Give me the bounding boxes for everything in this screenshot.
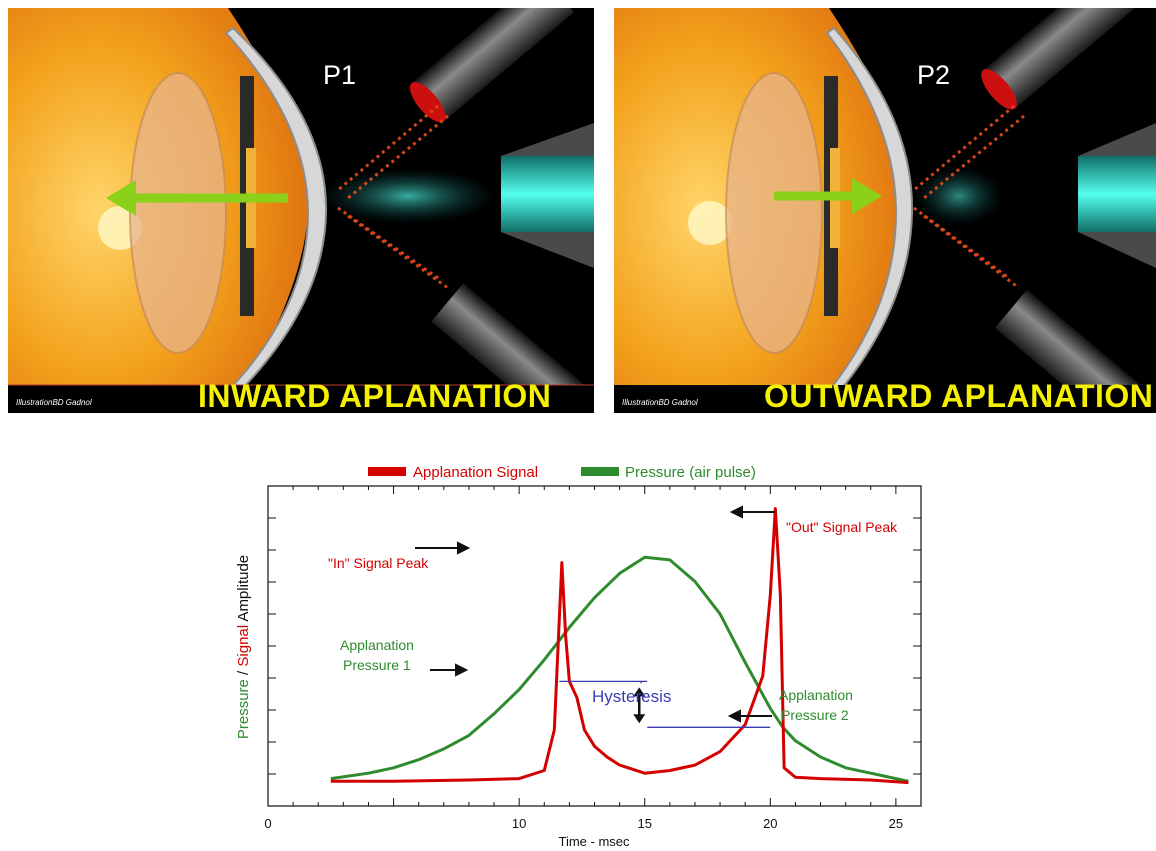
chart-canvas: Applanation Signal Pressure (air pulse) …: [235, 464, 922, 849]
annotation-hysteresis: Hysteresis: [592, 687, 671, 706]
arrow-p1-icon: [455, 663, 469, 677]
outward-aplanation-illustration: P2 IllustrationBD Gadnol OUTWARD APLANAT…: [614, 8, 1156, 413]
arrow-up-icon: [633, 687, 646, 697]
arrow-in-peak-icon: [457, 541, 471, 555]
panel-label-p2: P2: [917, 60, 951, 90]
annotation-arrows: [415, 505, 775, 723]
hysteresis-marker: [559, 680, 771, 728]
illustration-credit: IllustrationBD Gadnol: [622, 398, 698, 407]
legend-swatch-pressure: [581, 467, 619, 476]
x-tick-label: 25: [889, 816, 903, 831]
panel-label-p1: P1: [323, 60, 357, 90]
annotation-applanation-1-line1: Applanation: [340, 637, 414, 653]
y-axis-label-part: Amplitude: [235, 555, 252, 625]
chart-series: [330, 507, 909, 785]
arrow-p2-icon: [727, 709, 741, 723]
illustration-credit: IllustrationBD Gadnol: [16, 398, 92, 407]
y-axis-label-part: Pressure: [235, 679, 252, 739]
x-tick-label: 0: [264, 816, 271, 831]
arrow-out-peak-icon: [729, 505, 743, 519]
eye-illustration-inward: [8, 8, 594, 413]
annotation-out-signal-peak: "Out" Signal Peak: [786, 519, 898, 535]
eye-illustration-outward: [614, 8, 1156, 413]
annotation-in-signal-peak: "In" Signal Peak: [328, 555, 429, 571]
x-tick-label: 20: [763, 816, 777, 831]
legend-label-pressure: Pressure (air pulse): [625, 464, 756, 481]
applanation-signal-line: [330, 507, 909, 785]
axis-ticks: 0 10 15 20 25: [264, 485, 922, 831]
hysteresis-chart: Applanation Signal Pressure (air pulse) …: [220, 452, 940, 851]
annotation-pressure-1-line2: Pressure 1: [343, 657, 411, 673]
y-axis-label: Pressure / Signal Amplitude: [235, 555, 252, 739]
annotation-applanation-2-line1: Applanation: [779, 687, 853, 703]
caption-inward-aplanation: INWARD APLANATION: [198, 378, 552, 413]
annotation-pressure-2-line2: Pressure 2: [781, 707, 849, 723]
legend-swatch-applanation: [368, 467, 406, 476]
x-axis-label: Time - msec: [558, 834, 630, 849]
y-axis-label-part: /: [235, 667, 252, 680]
arrow-down-icon: [633, 714, 646, 724]
x-tick-label: 15: [637, 816, 651, 831]
caption-outward-aplanation: OUTWARD APLANATION: [764, 378, 1154, 413]
pressure-line: [330, 555, 909, 783]
inward-aplanation-illustration: P1 IllustrationBD Gadnol INWARD APLANATI…: [8, 8, 594, 413]
x-tick-label: 10: [512, 816, 526, 831]
y-axis-label-part: Signal: [235, 625, 252, 667]
legend-label-applanation: Applanation Signal: [413, 464, 538, 481]
